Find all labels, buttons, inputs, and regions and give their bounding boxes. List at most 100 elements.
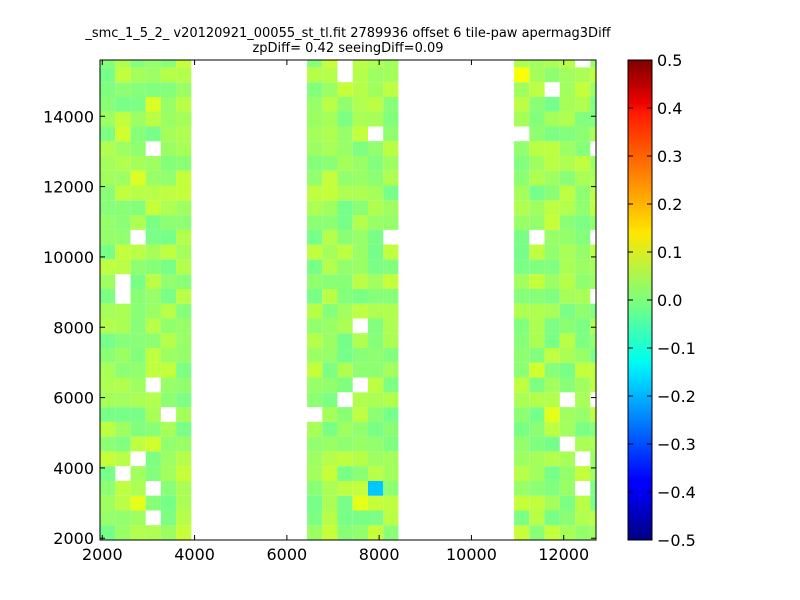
heatmap-cell (559, 525, 575, 540)
heatmap-cell (559, 141, 575, 156)
heatmap-cell (575, 229, 591, 245)
heatmap-cell (322, 525, 338, 540)
heatmap-cell (529, 392, 545, 408)
heatmap-cell (115, 170, 131, 186)
heatmap-cell (559, 82, 575, 97)
heatmap-cell (544, 274, 560, 289)
heatmap-cell (383, 82, 399, 97)
heatmap-cell (130, 111, 146, 127)
heatmap-cell (115, 259, 131, 275)
heatmap-cell (575, 82, 591, 97)
heatmap-cell (575, 244, 591, 260)
heatmap-cell (322, 229, 338, 245)
heatmap-cell (322, 303, 338, 319)
heatmap-cell (352, 200, 368, 216)
heatmap-cell (544, 126, 560, 142)
heatmap-cell (100, 126, 116, 142)
heatmap-cell (322, 362, 338, 378)
heatmap-cell (559, 156, 575, 171)
heatmap-cell (115, 436, 131, 452)
heatmap-cell (100, 436, 116, 452)
heatmap-cell (559, 215, 575, 230)
heatmap-cell (307, 229, 323, 245)
heatmap-cell (383, 407, 399, 422)
heatmap-cell (100, 259, 116, 275)
heatmap-cell (575, 185, 591, 201)
heatmap-cell (337, 362, 353, 378)
heatmap-cell (337, 274, 353, 289)
y-tick-label: 12000 (43, 178, 94, 197)
heatmap-cell (307, 451, 323, 467)
heatmap-cell (160, 377, 177, 393)
heatmap-cell (590, 377, 596, 393)
heatmap-cell (590, 185, 596, 201)
heatmap-cell (529, 480, 545, 496)
heatmap-cell (337, 200, 353, 216)
heatmap-cell (529, 510, 545, 526)
heatmap-cell (115, 480, 131, 496)
heatmap-cell (368, 525, 384, 540)
heatmap-cell (130, 348, 146, 363)
heatmap-cell (160, 525, 177, 540)
heatmap-cell (160, 96, 177, 112)
x-axis-ticks: 2000 4000 6000 8000 10000 12000 (82, 60, 589, 564)
heatmap-cell (575, 436, 591, 452)
heatmap-cell (529, 259, 545, 275)
heatmap-cell (160, 215, 177, 230)
heatmap-cell (160, 274, 177, 289)
heatmap-cell (559, 421, 575, 437)
heatmap-cell (383, 111, 399, 127)
heatmap-cell (176, 525, 192, 540)
heatmap-cell (115, 303, 131, 319)
heatmap-cell (307, 96, 323, 112)
heatmap-cell (575, 377, 591, 393)
heatmap-cell (514, 480, 530, 496)
heatmap-cell (337, 348, 353, 363)
heatmap-cell (176, 82, 192, 97)
heatmap-cell (590, 421, 596, 437)
heatmap-cell (115, 185, 131, 201)
heatmap-cell (307, 466, 323, 481)
heatmap-cell (575, 170, 591, 186)
heatmap-cell (322, 451, 338, 467)
heatmap-cell (383, 67, 399, 83)
heatmap-cell (160, 259, 177, 275)
heatmap-cell (544, 303, 560, 319)
heatmap-cell (575, 96, 591, 112)
heatmap-cell (130, 362, 146, 378)
heatmap-cell (160, 82, 177, 97)
heatmap-cell (514, 407, 530, 422)
heatmap-cell (337, 244, 353, 260)
colorbar-tick-label: 0.2 (657, 195, 682, 214)
heatmap-cell (160, 60, 177, 68)
heatmap-cell (514, 466, 530, 481)
heatmap-cell (590, 466, 596, 481)
heatmap-cell (307, 244, 323, 260)
heatmap-cell (544, 348, 560, 363)
heatmap-cell (130, 67, 146, 83)
heatmap-cell (559, 495, 575, 511)
heatmap-cell (544, 170, 560, 186)
heatmap-cell (383, 525, 399, 540)
heatmap-cell (100, 170, 116, 186)
heatmap-cell (337, 259, 353, 275)
heatmap-cell (368, 392, 384, 408)
heatmap-cell (352, 111, 368, 127)
heatmap-cell (559, 288, 575, 304)
heatmap-cell (322, 318, 338, 334)
heatmap-cell (514, 200, 530, 216)
heatmap-cell (337, 495, 353, 511)
heatmap-cell (559, 362, 575, 378)
heatmap-cell (130, 466, 146, 481)
heatmap-cell (307, 156, 323, 171)
heatmap-cell (590, 525, 596, 540)
heatmap-cell (590, 348, 596, 363)
heatmap-cell (307, 377, 323, 393)
heatmap-cell (575, 274, 591, 289)
heatmap-cell (130, 170, 146, 186)
heatmap-cell (145, 495, 161, 511)
heatmap-cell (100, 156, 116, 171)
heatmap-cell (130, 141, 146, 156)
heatmap-cell (590, 244, 596, 260)
y-tick-label: 8000 (53, 318, 94, 337)
